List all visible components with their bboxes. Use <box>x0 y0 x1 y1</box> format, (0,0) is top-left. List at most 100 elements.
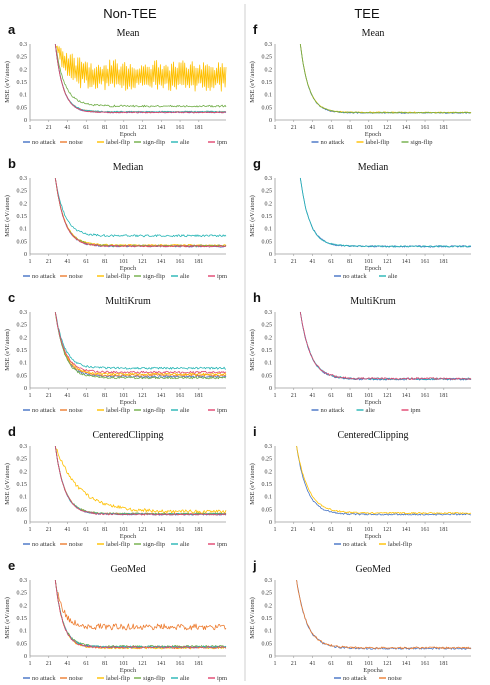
legend-label: label-flip <box>106 675 130 682</box>
x-tick-label: 61 <box>328 259 334 265</box>
y-axis-label: MSE (eV/atom) <box>249 61 256 103</box>
legend-label: noise <box>69 407 83 414</box>
y-tick-label: 0.1 <box>265 495 273 501</box>
series-line-sign-flip <box>54 580 227 648</box>
legend-label: no attack <box>343 541 367 548</box>
x-axis-label: Epoch <box>365 131 382 138</box>
panel-letter: g <box>253 156 261 171</box>
series-line-noise <box>54 580 227 631</box>
series-line-no-attack <box>54 580 227 649</box>
panel-title: Median <box>113 162 144 173</box>
x-tick-label: 21 <box>291 259 297 265</box>
x-tick-label: 41 <box>65 259 71 265</box>
x-tick-label: 121 <box>383 259 392 265</box>
x-tick-label: 61 <box>328 125 334 131</box>
legend-label: no attack <box>343 675 367 682</box>
panel-letter: c <box>8 290 15 305</box>
x-tick-label: 41 <box>310 661 316 667</box>
y-tick-label: 0 <box>24 118 27 124</box>
y-axis-label: MSE (eV/atom) <box>4 329 11 371</box>
y-tick-label: 0.3 <box>265 444 273 450</box>
series-line-no-attack <box>299 311 472 381</box>
series-line-ipm <box>54 446 227 516</box>
legend-item: sign-flip <box>134 541 165 548</box>
x-tick-label: 1 <box>29 661 32 667</box>
y-axis-label: MSE (eV/atom) <box>249 195 256 237</box>
x-tick-label: 41 <box>65 527 71 533</box>
panel-i: i CenteredClipping 0 0.05 0.1 0.15 0.2 0.25 0.3 1… <box>249 424 472 548</box>
legend-item: no attack <box>334 541 367 548</box>
y-tick-label: 0.05 <box>17 507 28 513</box>
legend-item: ipm <box>208 273 227 280</box>
x-tick-label: 141 <box>402 527 411 533</box>
x-tick-label: 161 <box>421 125 430 131</box>
series-line-no-attack <box>54 178 227 248</box>
legend-label: label-flip <box>106 273 130 280</box>
series-line-sign-flip <box>54 312 227 380</box>
y-axis-label: MSE (eV/atom) <box>249 597 256 639</box>
legend-label: ipm <box>217 407 227 414</box>
legend-item: label-flip <box>97 407 130 414</box>
y-tick-label: 0.25 <box>262 457 273 463</box>
x-tick-label: 141 <box>157 393 166 399</box>
legend-item: ipm <box>208 139 227 146</box>
x-tick-label: 181 <box>439 125 448 131</box>
panel-title: MultiKrum <box>350 296 396 307</box>
y-tick-label: 0.3 <box>265 42 273 48</box>
y-axis-label: MSE (eV/atom) <box>4 61 11 103</box>
x-tick-label: 101 <box>364 259 373 265</box>
y-tick-label: 0 <box>24 654 27 660</box>
series-line-label-flip <box>299 43 472 114</box>
y-tick-label: 0.3 <box>265 176 273 182</box>
x-tick-label: 21 <box>291 393 297 399</box>
series-line-no-attack <box>54 446 227 516</box>
y-tick-label: 0.05 <box>262 373 273 379</box>
legend-label: alie <box>366 407 375 414</box>
y-tick-label: 0 <box>24 252 27 258</box>
column-title-non-tee: Non-TEE <box>103 6 157 21</box>
y-tick-label: 0.2 <box>20 67 28 73</box>
legend-label: ipm <box>217 139 227 146</box>
legend-label: alie <box>180 407 189 414</box>
y-tick-label: 0.15 <box>262 214 273 220</box>
x-tick-label: 81 <box>347 527 353 533</box>
legend-label: alie <box>388 273 397 280</box>
y-tick-label: 0.15 <box>262 348 273 354</box>
y-tick-label: 0.2 <box>265 67 273 73</box>
x-tick-label: 21 <box>46 527 52 533</box>
x-tick-label: 141 <box>402 125 411 131</box>
y-tick-label: 0.1 <box>265 227 273 233</box>
y-tick-label: 0.2 <box>20 335 28 341</box>
y-tick-label: 0.1 <box>265 93 273 99</box>
x-tick-label: 81 <box>102 259 108 265</box>
x-tick-label: 1 <box>274 125 277 131</box>
x-tick-label: 1 <box>29 527 32 533</box>
y-tick-label: 0.05 <box>17 641 28 647</box>
panel-title: Mean <box>117 28 140 39</box>
legend-label: ipm <box>411 407 421 414</box>
legend-label: label-flip <box>106 407 130 414</box>
legend-item: alie <box>379 273 397 280</box>
legend-label: no attack <box>32 407 56 414</box>
x-tick-label: 81 <box>347 661 353 667</box>
y-tick-label: 0.1 <box>20 495 28 501</box>
x-tick-label: 61 <box>83 661 89 667</box>
panel-title: Mean <box>362 28 385 39</box>
x-tick-label: 161 <box>176 661 185 667</box>
series-line-sign-flip <box>54 44 227 108</box>
y-tick-label: 0 <box>269 654 272 660</box>
x-tick-label: 161 <box>176 259 185 265</box>
y-tick-label: 0.25 <box>17 457 28 463</box>
legend-item: ipm <box>208 675 227 682</box>
y-tick-label: 0.25 <box>262 323 273 329</box>
legend-item: alie <box>171 541 189 548</box>
panel-letter: d <box>8 424 16 439</box>
legend-item: alie <box>171 407 189 414</box>
x-tick-label: 181 <box>194 259 203 265</box>
